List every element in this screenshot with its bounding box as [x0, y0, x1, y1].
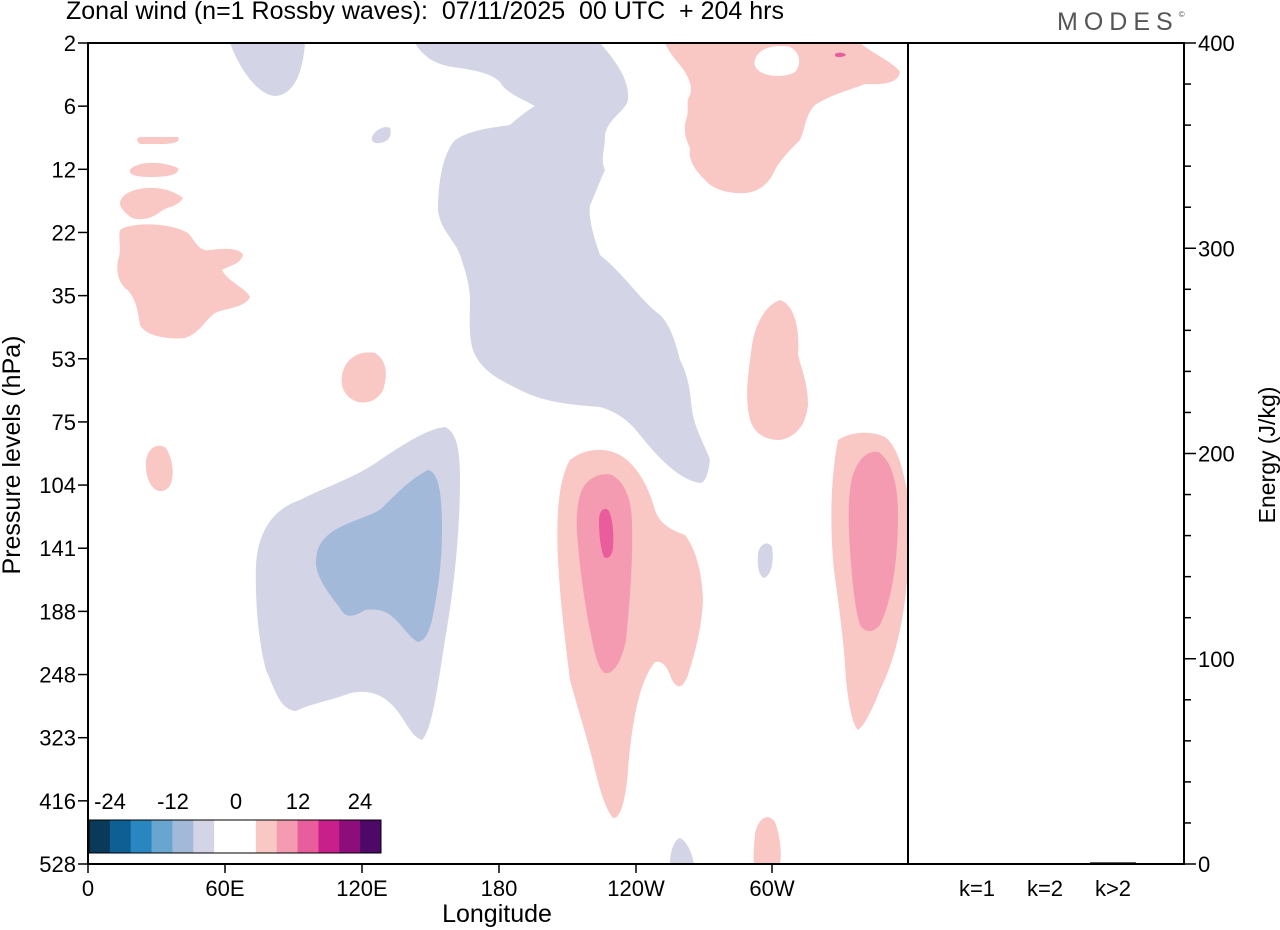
colorbar-swatch — [339, 820, 361, 853]
colorbar-swatch — [89, 820, 111, 853]
y-tick-label: 53 — [52, 347, 76, 372]
colorbar-swatch — [318, 820, 340, 853]
y-tick-label: 35 — [52, 284, 76, 309]
logo-mark: © — [1178, 10, 1185, 19]
x-axis-label: Longitude — [442, 900, 552, 928]
y2-axis-label: Energy (J/kg) — [1254, 387, 1280, 524]
modes-logo: MODES© — [1057, 8, 1185, 37]
colorbar-label: -12 — [157, 789, 189, 814]
energy-category-label: k>2 — [1095, 876, 1131, 901]
colorbar: -24 -12 0 12 24 — [82, 785, 387, 861]
colorbar-label: -24 — [94, 789, 126, 814]
colorbar-label: 0 — [230, 789, 242, 814]
pos-weak-mid-right — [747, 300, 808, 440]
pos-strong-trop-center — [599, 508, 614, 558]
y-tick-label: 2 — [64, 31, 76, 56]
x-tick-label: 60E — [205, 876, 244, 901]
energy-bar — [1022, 863, 1068, 865]
pos-weak-bottom-small — [753, 817, 781, 864]
y2-tick-label: 300 — [1198, 236, 1235, 261]
neg-weak-upper-band — [415, 43, 710, 483]
y-tick-label: 104 — [39, 473, 76, 498]
pos-weak-strat-left — [137, 137, 179, 144]
y-tick-label: 141 — [39, 536, 76, 561]
pos-strong-top-right — [835, 52, 846, 58]
pos-mid-trop-right — [848, 451, 898, 631]
colorbar-label: 12 — [286, 789, 310, 814]
y-tick-label: 12 — [52, 157, 76, 182]
neg-weak-bottom-small — [670, 838, 694, 864]
colorbar-swatch — [276, 820, 298, 853]
energy-category-label: k=2 — [1027, 876, 1063, 901]
y2-tick-label: 400 — [1198, 31, 1235, 56]
neg-weak-small-blob — [371, 127, 391, 144]
y2-tick-label: 100 — [1198, 647, 1235, 672]
colorbar-swatch — [214, 820, 236, 853]
y-tick-label: 323 — [39, 726, 76, 751]
y-tick-label: 188 — [39, 599, 76, 624]
colorbar-swatch — [151, 820, 173, 853]
logo-text: MODES — [1057, 8, 1179, 36]
energy-bar — [954, 863, 1000, 865]
y-axis-label: Pressure levels (hPa) — [0, 336, 26, 575]
colorbar-swatch — [172, 820, 194, 853]
y2-tick-label: 200 — [1198, 442, 1235, 467]
y2-tick-label: 0 — [1198, 852, 1210, 877]
colorbar-label: 24 — [348, 789, 372, 814]
pos-weak-strat-left-4 — [117, 224, 250, 339]
pos-weak-strat-left-3 — [120, 187, 183, 220]
x-tick-label: 0 — [82, 876, 94, 901]
pos-weak-strat-small — [341, 352, 386, 403]
colorbar-swatch — [360, 820, 382, 853]
energy-panel: 0 100 200 300 400 k=1 k=2 k>2 — [954, 31, 1235, 901]
pos-weak-strat-left-2 — [129, 162, 179, 177]
neg-weak-trop-right-small — [757, 543, 773, 578]
y-tick-label: 22 — [52, 220, 76, 245]
chart-title: Zonal wind (n=1 Rossby waves): 07/11/202… — [66, 0, 784, 25]
colorbar-swatch — [255, 820, 278, 853]
y-tick-label: 528 — [39, 852, 76, 877]
pos-weak-upper-right — [665, 43, 900, 194]
x-tick-label: 60W — [749, 876, 794, 901]
neg-weak-top-left — [230, 43, 305, 96]
neg-mid-trop-left — [316, 470, 442, 642]
colorbar-swatch — [297, 820, 319, 853]
contour-field — [117, 43, 908, 864]
colorbar-swatch — [130, 820, 152, 853]
energy-bar — [1090, 862, 1136, 864]
colorbar-swatch — [109, 820, 132, 853]
x-tick-label: 180 — [481, 876, 518, 901]
colorbar-swatch — [235, 820, 257, 853]
x-tick-label: 120E — [336, 876, 387, 901]
axes: 0 60E 120E 180 120W 60W 2 6 12 22 35 53 75 104 141 188 2… — [39, 31, 795, 901]
y-tick-label: 416 — [39, 789, 76, 814]
pos-weak-left-lower — [145, 445, 173, 492]
y-tick-label: 75 — [52, 410, 76, 435]
energy-category-label: k=1 — [959, 876, 995, 901]
y-tick-label: 248 — [39, 663, 76, 688]
colorbar-swatch — [193, 820, 215, 853]
y-tick-label: 6 — [64, 94, 76, 119]
energy-frame — [907, 42, 1185, 865]
pos-mid-trop-center — [576, 474, 633, 674]
x-tick-label: 120W — [607, 876, 665, 901]
